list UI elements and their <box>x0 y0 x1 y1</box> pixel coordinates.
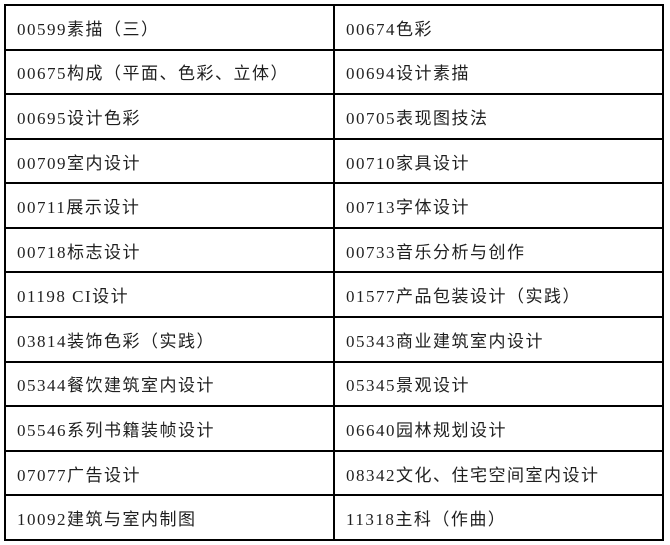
table-cell: 00599素描（三） <box>4 4 335 51</box>
table-cell: 00710家具设计 <box>333 137 664 185</box>
table-row: 00675构成（平面、色彩、立体） 00694设计素描 <box>4 48 664 96</box>
table-row: 05344餐饮建筑室内设计 05345景观设计 <box>4 360 664 408</box>
table-cell: 05345景观设计 <box>333 360 664 408</box>
table-cell: 00711展示设计 <box>4 182 335 229</box>
table-cell: 06640园林规划设计 <box>333 405 664 452</box>
table-cell: 05344餐饮建筑室内设计 <box>4 360 335 408</box>
table-row: 07077广告设计 08342文化、住宅空间室内设计 <box>4 449 664 497</box>
table-cell: 00695设计色彩 <box>4 93 335 140</box>
table-cell: 03814装饰色彩（实践） <box>4 316 335 363</box>
table-cell: 05343商业建筑室内设计 <box>333 316 664 363</box>
table-cell: 07077广告设计 <box>4 449 335 497</box>
table-cell: 00675构成（平面、色彩、立体） <box>4 48 335 96</box>
table-cell: 08342文化、住宅空间室内设计 <box>333 449 664 497</box>
table-cell: 00694设计素描 <box>333 48 664 96</box>
table-row: 05546系列书籍装帧设计 06640园林规划设计 <box>4 405 664 452</box>
table-cell: 01577产品包装设计（实践） <box>333 271 664 319</box>
table-row: 10092建筑与室内制图 11318主科（作曲） <box>4 494 664 541</box>
table-cell: 00705表现图技法 <box>333 93 664 140</box>
table-row: 00718标志设计 00733音乐分析与创作 <box>4 226 664 274</box>
course-code-table: 00599素描（三） 00674色彩 00675构成（平面、色彩、立体） 006… <box>4 4 664 541</box>
table-cell: 00674色彩 <box>333 4 664 51</box>
table-cell: 10092建筑与室内制图 <box>4 494 335 541</box>
table-cell: 01198 CI设计 <box>4 271 335 319</box>
table-row: 01198 CI设计 01577产品包装设计（实践） <box>4 271 664 319</box>
table-row: 03814装饰色彩（实践） 05343商业建筑室内设计 <box>4 316 664 363</box>
table-row: 00695设计色彩 00705表现图技法 <box>4 93 664 140</box>
table-cell: 00733音乐分析与创作 <box>333 226 664 274</box>
table-cell: 00718标志设计 <box>4 226 335 274</box>
table-row: 00599素描（三） 00674色彩 <box>4 4 664 51</box>
table-cell: 11318主科（作曲） <box>333 494 664 541</box>
table-row: 00709室内设计 00710家具设计 <box>4 137 664 185</box>
table-cell: 00713字体设计 <box>333 182 664 229</box>
table-cell: 05546系列书籍装帧设计 <box>4 405 335 452</box>
table-row: 00711展示设计 00713字体设计 <box>4 182 664 229</box>
table-cell: 00709室内设计 <box>4 137 335 185</box>
